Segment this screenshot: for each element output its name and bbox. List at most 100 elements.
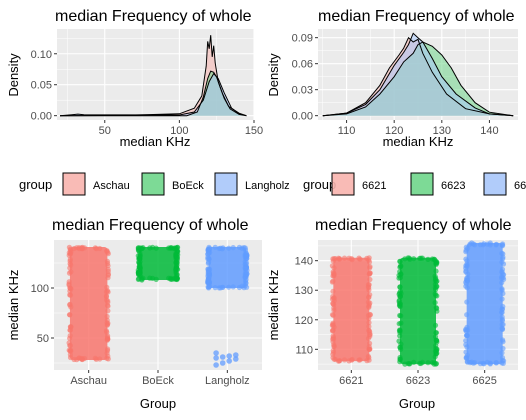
jitter-point-6621 (364, 358, 370, 364)
jitter-point-aschau (67, 343, 73, 349)
jitter-point-6623 (397, 264, 403, 270)
y-tick-label: 130 (295, 285, 313, 297)
outlier-point-langholz (219, 354, 226, 360)
jitter-point-aschau (76, 355, 82, 361)
jitter-point-6625 (477, 361, 483, 367)
outlier-point-langholz (233, 352, 239, 358)
jitter-point-aschau (92, 245, 98, 251)
jitter-point-6621 (330, 349, 337, 355)
jitter-point-6625 (501, 272, 507, 278)
jitter-point-6625 (467, 241, 473, 247)
jitter-point-aschau (76, 245, 82, 251)
jitter-point-langholz (212, 244, 218, 250)
jitter-point-langholz (230, 245, 236, 251)
jitter-point-6623 (434, 293, 440, 299)
jitter-point-6623 (431, 256, 437, 262)
y-axis-label: median KHz (266, 270, 281, 341)
y-axis-label: Density (266, 53, 281, 97)
chart-title: median Frequency of whole (52, 217, 249, 234)
jitter-point-6623 (431, 361, 437, 367)
legend-label: Aschau (93, 180, 130, 192)
jitter-point-6621 (367, 340, 373, 346)
jitter-point-6625 (500, 254, 506, 260)
jitter-point-aschau (68, 249, 74, 255)
jitter-point-langholz (217, 285, 224, 291)
jitter-point-6625 (464, 332, 470, 338)
outlier-point-langholz (233, 356, 239, 362)
jitter-point-6621 (366, 323, 372, 330)
outlier-point-langholz (226, 353, 232, 359)
jitter-point-langholz (226, 284, 232, 290)
jitter-point-6623 (425, 256, 431, 262)
jitter-point-aschau (105, 266, 111, 272)
jitter-point-aschau (104, 313, 110, 320)
jitter-point-6623 (397, 354, 403, 361)
legend-label: Langholz (245, 180, 290, 192)
jitter-point-6621 (329, 328, 336, 334)
jitter-point-6621 (366, 320, 372, 326)
jitter-point-langholz (217, 245, 224, 251)
x-tick-label: 130 (433, 125, 451, 137)
jitter-point-6625 (499, 309, 505, 315)
y-tick-label: 0.03 (292, 85, 313, 97)
jitter-band-6621 (333, 257, 370, 362)
jitter-point-6625 (500, 261, 507, 267)
jitter-point-6625 (500, 345, 506, 352)
jitter-point-6625 (499, 287, 505, 293)
x-tick-label: 6621 (339, 375, 363, 387)
jitter-point-boeck (147, 275, 153, 281)
jitter-point-6623 (397, 288, 403, 294)
y-tick-label: 0.00 (31, 111, 52, 123)
jitter-point-aschau (104, 317, 110, 323)
jitter-point-boeck (153, 276, 159, 282)
jitter-point-aschau (66, 347, 72, 353)
jitter-point-boeck (174, 266, 180, 272)
jitter-point-6625 (463, 338, 469, 344)
jitter-point-langholz (230, 284, 236, 290)
jitter-point-boeck (166, 275, 172, 281)
jitter-point-6623 (432, 300, 438, 306)
jitter-point-aschau (105, 303, 111, 309)
jitter-point-6623 (433, 268, 439, 274)
jitter-point-boeck (147, 245, 153, 251)
jitter-point-6625 (463, 263, 469, 269)
y-tick-label: 100 (31, 283, 49, 295)
jitter-point-aschau (71, 245, 77, 252)
jitter-point-6621 (330, 273, 336, 279)
y-tick-label: 120 (295, 315, 313, 327)
jitter-point-6621 (367, 276, 373, 283)
jitter-point-langholz (239, 245, 245, 251)
outlier-point-langholz (213, 355, 219, 361)
jitter-point-6621 (367, 332, 373, 338)
jitter-point-aschau (104, 337, 110, 343)
legend-key-langholz (214, 172, 238, 196)
jitter-point-6623 (398, 346, 404, 352)
jitter-point-6621 (367, 312, 373, 318)
jitter-point-6621 (341, 255, 348, 261)
jitter-point-6623 (397, 333, 403, 339)
jitter-band-boeck (139, 247, 177, 280)
legend-key-boeck (141, 172, 165, 196)
jitter-point-langholz (206, 256, 212, 262)
x-tick-label: 110 (338, 125, 356, 137)
jitter-point-boeck (137, 268, 143, 274)
jitter-point-aschau (105, 298, 111, 304)
jitter-point-aschau (104, 348, 111, 354)
jitter-point-langholz (226, 245, 232, 251)
jitter-point-aschau (103, 328, 109, 334)
jitter-point-6621 (366, 294, 372, 300)
jitter-point-aschau (103, 289, 109, 295)
jitter-band-6625 (466, 242, 503, 365)
x-tick-label: 6623 (406, 375, 430, 387)
jitter-point-6621 (364, 255, 370, 261)
legend: group Aschau BoEck Langholz (19, 172, 290, 196)
jitter-point-langholz (239, 283, 245, 289)
jitter-point-aschau (67, 256, 73, 262)
jitter-point-6625 (464, 299, 470, 305)
jitter-band-aschau (69, 247, 108, 360)
jitter-point-6625 (464, 312, 470, 318)
jitter-point-6623 (407, 256, 413, 262)
chart-title: median Frequency of whole (315, 217, 512, 234)
jitter-point-6625 (500, 321, 506, 328)
